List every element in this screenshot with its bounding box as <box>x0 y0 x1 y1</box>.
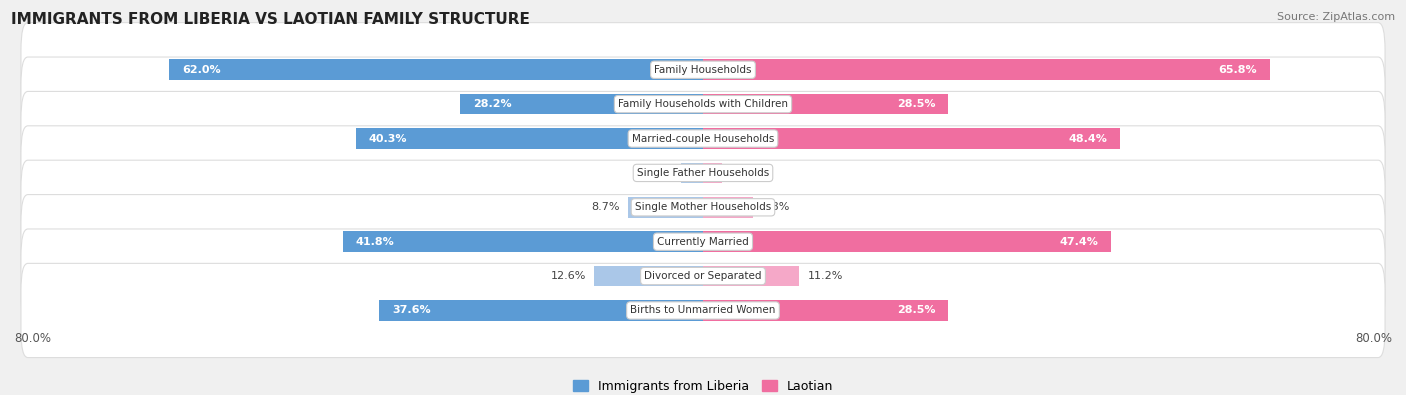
Bar <box>682 163 703 183</box>
Text: 47.4%: 47.4% <box>1059 237 1098 247</box>
Bar <box>703 94 949 115</box>
FancyBboxPatch shape <box>21 57 1385 151</box>
Bar <box>595 266 703 286</box>
Text: 28.5%: 28.5% <box>897 305 935 316</box>
Text: 8.7%: 8.7% <box>591 202 620 212</box>
Bar <box>343 231 703 252</box>
Bar <box>169 59 703 80</box>
Bar <box>703 266 800 286</box>
Text: Divorced or Separated: Divorced or Separated <box>644 271 762 281</box>
Text: Single Mother Households: Single Mother Households <box>636 202 770 212</box>
Text: 65.8%: 65.8% <box>1218 65 1257 75</box>
Bar <box>380 300 703 321</box>
Text: 40.3%: 40.3% <box>368 134 408 143</box>
Text: 48.4%: 48.4% <box>1069 134 1107 143</box>
Text: Married-couple Households: Married-couple Households <box>631 134 775 143</box>
FancyBboxPatch shape <box>21 23 1385 117</box>
Bar <box>703 128 1119 149</box>
Text: 12.6%: 12.6% <box>551 271 586 281</box>
Text: Single Father Households: Single Father Households <box>637 168 769 178</box>
Bar <box>356 128 703 149</box>
Text: 28.5%: 28.5% <box>897 99 935 109</box>
Text: Births to Unmarried Women: Births to Unmarried Women <box>630 305 776 316</box>
Bar <box>703 300 949 321</box>
Text: 80.0%: 80.0% <box>1355 332 1392 345</box>
Text: 11.2%: 11.2% <box>808 271 844 281</box>
Text: Currently Married: Currently Married <box>657 237 749 247</box>
Bar <box>703 163 721 183</box>
Text: Family Households with Children: Family Households with Children <box>619 99 787 109</box>
Bar <box>703 197 754 218</box>
Bar <box>703 59 1270 80</box>
Text: 28.2%: 28.2% <box>472 99 512 109</box>
Text: 80.0%: 80.0% <box>14 332 51 345</box>
FancyBboxPatch shape <box>21 263 1385 357</box>
Text: IMMIGRANTS FROM LIBERIA VS LAOTIAN FAMILY STRUCTURE: IMMIGRANTS FROM LIBERIA VS LAOTIAN FAMIL… <box>11 12 530 27</box>
FancyBboxPatch shape <box>21 229 1385 323</box>
Text: 62.0%: 62.0% <box>181 65 221 75</box>
Text: Family Households: Family Households <box>654 65 752 75</box>
FancyBboxPatch shape <box>21 195 1385 289</box>
Text: 2.5%: 2.5% <box>644 168 673 178</box>
FancyBboxPatch shape <box>21 160 1385 254</box>
Text: 5.8%: 5.8% <box>762 202 790 212</box>
Bar <box>703 231 1111 252</box>
Bar <box>628 197 703 218</box>
Legend: Immigrants from Liberia, Laotian: Immigrants from Liberia, Laotian <box>568 375 838 395</box>
FancyBboxPatch shape <box>21 91 1385 186</box>
FancyBboxPatch shape <box>21 126 1385 220</box>
Bar <box>460 94 703 115</box>
Text: Source: ZipAtlas.com: Source: ZipAtlas.com <box>1277 12 1395 22</box>
Text: 37.6%: 37.6% <box>392 305 430 316</box>
Text: 2.2%: 2.2% <box>731 168 759 178</box>
Text: 41.8%: 41.8% <box>356 237 395 247</box>
